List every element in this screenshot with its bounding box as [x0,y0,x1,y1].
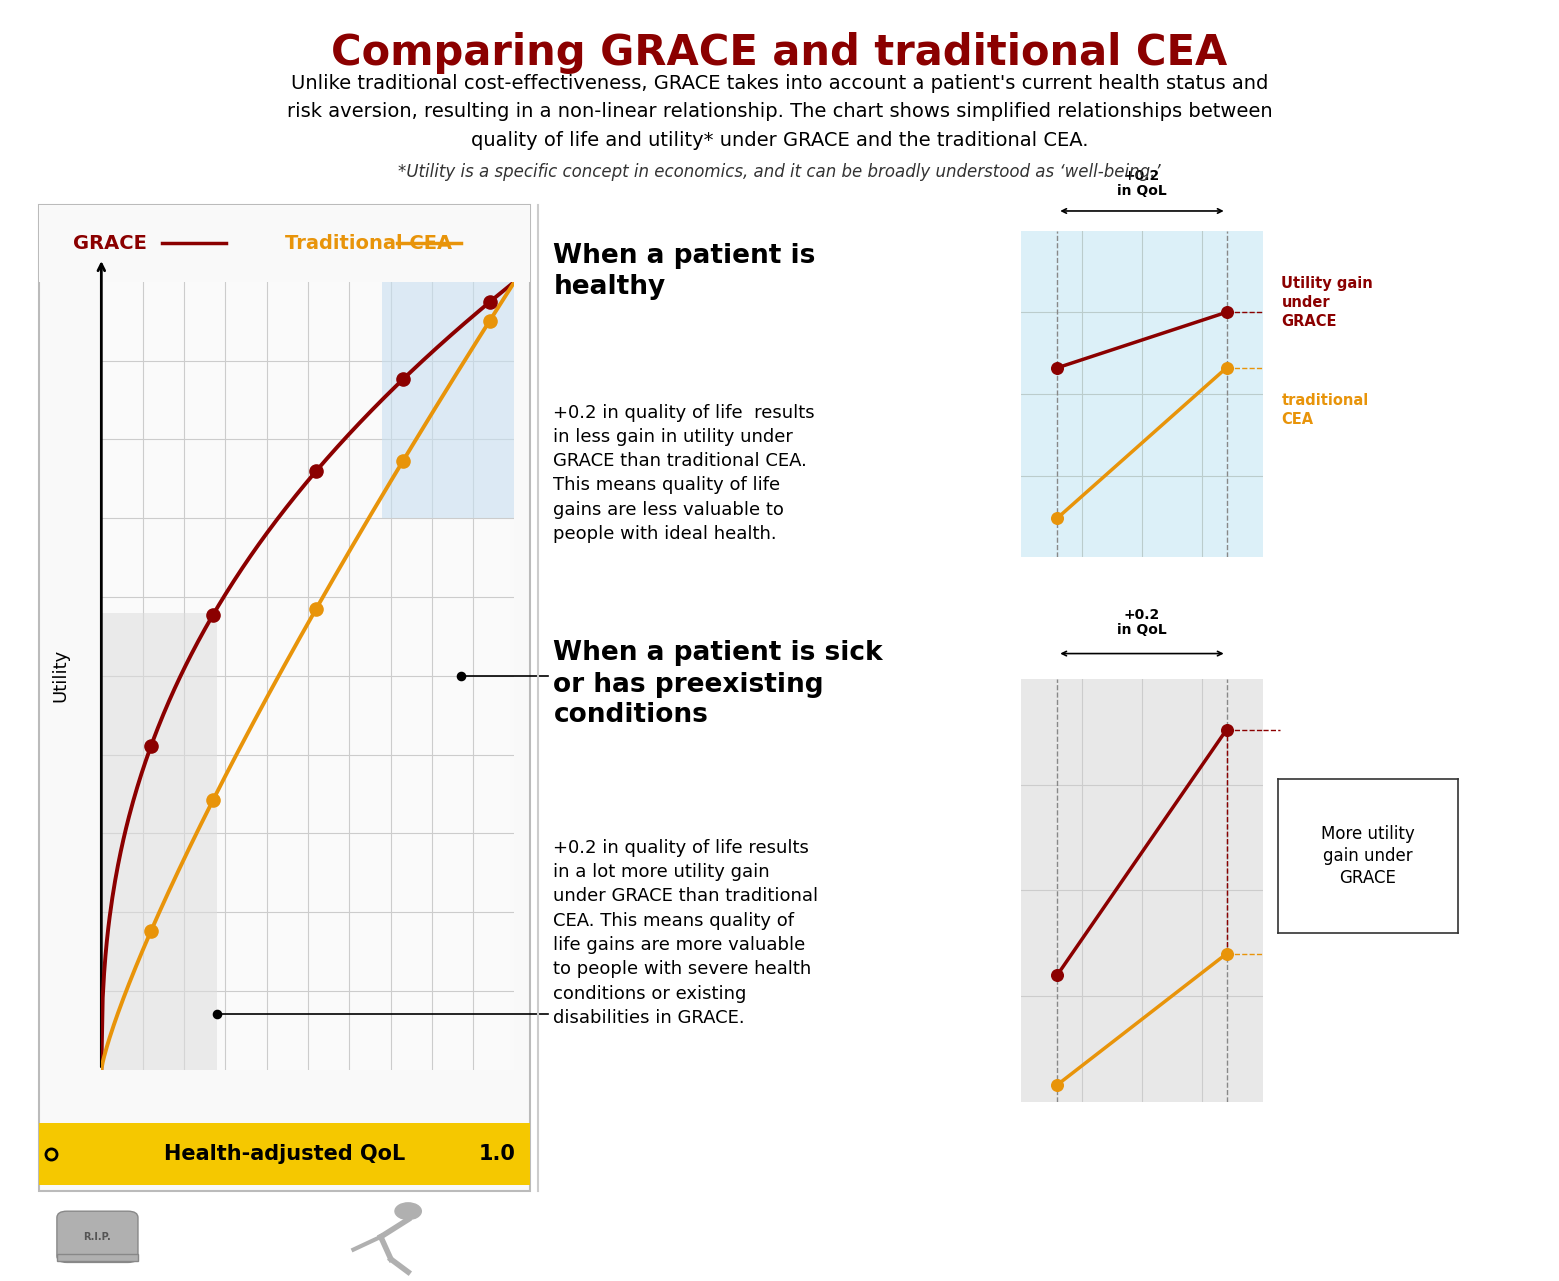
Point [204,1004,229,1025]
Point [1045,357,1069,378]
Text: traditional
CEA: traditional CEA [1281,393,1369,427]
Text: GRACE: GRACE [73,234,147,252]
Text: When a patient is sick
or has preexisting
conditions: When a patient is sick or has preexistin… [553,640,882,729]
Bar [56,1254,137,1261]
Point [1214,720,1239,740]
Polygon shape [382,282,514,518]
Point [390,451,415,471]
Point [201,790,226,811]
Point [1214,302,1239,323]
Point [477,292,502,313]
Text: +0.2 in quality of life  results
in less gain in utility under
GRACE than tradit: +0.2 in quality of life results in less … [553,404,815,543]
Circle shape [394,1203,421,1220]
Text: Traditional CEA: Traditional CEA [285,234,452,252]
Text: quality of life and utility* under GRACE and the traditional CEA.: quality of life and utility* under GRACE… [471,131,1088,150]
Text: *Utility is a specific concept in economics, and it can be broadly understood as: *Utility is a specific concept in econom… [398,163,1161,181]
Text: +0.2 in quality of life results
in a lot more utility gain
under GRACE than trad: +0.2 in quality of life results in a lot… [553,839,818,1027]
Point [1045,965,1069,985]
Polygon shape [101,612,217,1070]
Point [304,598,329,619]
Point [304,461,329,482]
Text: Unlike traditional cost-effectiveness, GRACE takes into account a patient's curr: Unlike traditional cost-effectiveness, G… [292,74,1267,94]
Point [1045,1075,1069,1095]
Text: risk aversion, resulting in a non-linear relationship. The chart shows simplifie: risk aversion, resulting in a non-linear… [287,102,1272,122]
Point [139,921,164,942]
Text: Utility gain
under
GRACE: Utility gain under GRACE [1281,277,1373,328]
Point [390,369,415,389]
Text: More utility
gain under
GRACE: More utility gain under GRACE [1320,825,1416,886]
Point [201,605,226,625]
Text: Health-adjusted QoL: Health-adjusted QoL [164,1144,405,1164]
Point [1214,357,1239,378]
Point [1214,943,1239,963]
Text: Comparing GRACE and traditional CEA: Comparing GRACE and traditional CEA [332,32,1227,74]
Text: Utility: Utility [51,649,69,702]
Point [1045,507,1069,528]
Text: +0.2
in QoL: +0.2 in QoL [1118,169,1166,199]
Text: +0.2
in QoL: +0.2 in QoL [1118,607,1166,637]
Point [477,310,502,330]
Point [449,666,474,687]
Text: R.I.P.: R.I.P. [84,1232,111,1241]
FancyBboxPatch shape [56,1212,137,1263]
Point [139,737,164,757]
Text: 1.0: 1.0 [479,1144,516,1164]
Text: When a patient is
healthy: When a patient is healthy [553,243,815,300]
